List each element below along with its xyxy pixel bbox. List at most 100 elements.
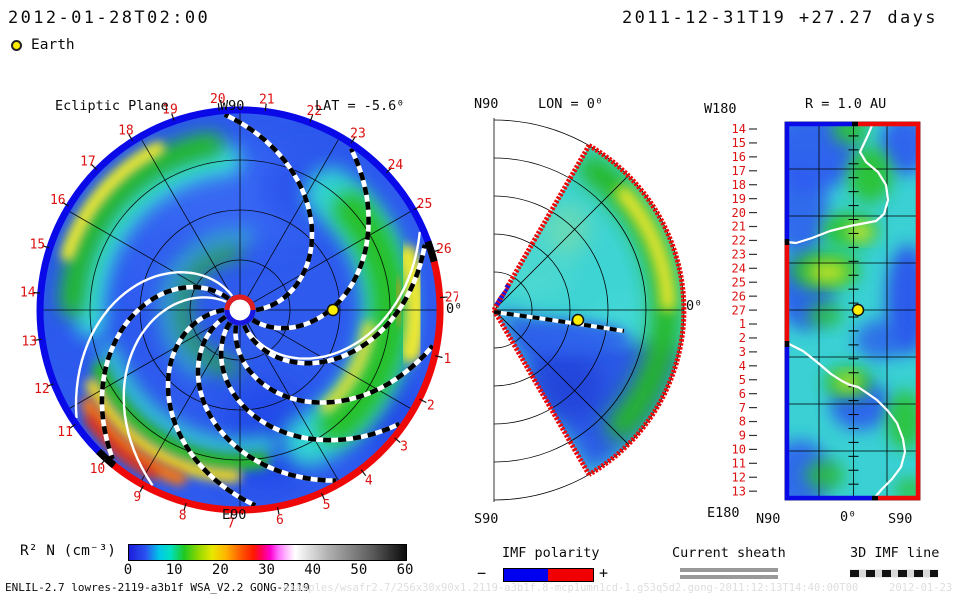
- imf-plus-label: +: [599, 564, 609, 582]
- radial-polarity-border: [784, 121, 921, 501]
- ecliptic-title: Ecliptic Plane: [55, 98, 169, 114]
- rim-negative-arc: [36, 106, 435, 462]
- imf-line-spiral: [242, 244, 428, 366]
- colorbar-units-label: R² N (cm⁻³): [20, 543, 117, 559]
- radial-day-label: 7: [739, 401, 746, 415]
- imf-polarity-swatch: [503, 568, 594, 582]
- ecliptic-day-label: 4: [365, 473, 373, 488]
- ecliptic-day-label: 2: [427, 398, 435, 413]
- ecliptic-day-label: 8: [179, 509, 187, 524]
- ecliptic-day-label: 10: [90, 462, 106, 477]
- current-timestamp: 2012-01-28T02:00: [8, 8, 211, 28]
- colorbar-tick-label: 50: [350, 562, 368, 578]
- radial-day-ticks: [848, 135, 859, 485]
- colorbar-tick-label: 0: [123, 562, 133, 578]
- colorbar-tick-label: 40: [304, 562, 322, 578]
- ecliptic-day-label: 11: [57, 425, 73, 440]
- radial-day-label: 13: [732, 484, 746, 498]
- radial-map-panel: 1415161718192021222324252627123456789101…: [732, 121, 921, 501]
- imf-polarity-legend-title: IMF polarity: [502, 545, 600, 561]
- ecliptic-day-label: 14: [20, 286, 36, 301]
- meridional-zero-label: 0⁰: [686, 298, 703, 314]
- radial-day-label: 2: [739, 331, 746, 345]
- ecliptic-day-label: 1: [443, 352, 451, 367]
- ecliptic-west-label: W90: [220, 98, 245, 114]
- earth-legend-label: Earth: [31, 37, 75, 53]
- colorbar-tick-label: 60: [396, 562, 414, 578]
- ecliptic-day-label: 25: [417, 197, 433, 212]
- current-sheet-spiral: [74, 270, 234, 419]
- radial-day-label: 27: [732, 303, 746, 317]
- current-sheet-spiral: [244, 231, 421, 360]
- imf-line-spiral: [195, 314, 337, 483]
- ecliptic-day-label: 7: [227, 516, 235, 531]
- ecliptic-zero-label: 0⁰: [446, 301, 463, 317]
- radial-bottomleft-label: E180: [707, 505, 740, 521]
- radial-day-label: 11: [732, 457, 746, 471]
- earth-imf-line: [493, 310, 625, 333]
- radial-day-label: 25: [732, 275, 746, 289]
- meridional-south-label: S90: [474, 511, 499, 527]
- ecliptic-day-label: 26: [436, 242, 452, 257]
- model-credit: ENLIL-2.7 lowres-2119-a3b1f WSA_V2.2 GON…: [5, 581, 310, 594]
- ecliptic-day-label: 21: [259, 92, 275, 107]
- current-sheet-legend-title: Current sheath: [672, 545, 786, 561]
- ecliptic-day-label: 3: [400, 439, 408, 454]
- ecliptic-day-label: 17: [80, 154, 96, 169]
- ecliptic-day-label: 27: [445, 290, 458, 305]
- ecliptic-day-label: 24: [388, 158, 404, 173]
- radial-day-label: 10: [732, 443, 746, 457]
- radial-day-label: 21: [732, 220, 746, 234]
- imf-minus-label: −: [477, 564, 487, 582]
- colorbar-tick-label: 20: [211, 562, 229, 578]
- radial-x-south-label: S90: [888, 511, 913, 527]
- ecliptic-day-label: 19: [162, 102, 178, 117]
- imf-positive-swatch: [548, 569, 593, 581]
- imf-polarity-rim: [36, 106, 444, 514]
- imf-line-spiral: [233, 325, 435, 405]
- ecliptic-east-label: E90: [222, 507, 247, 523]
- radial-day-label: 9: [739, 429, 746, 443]
- radial-day-label: 3: [739, 345, 746, 359]
- current-sheet-swatch-top: [680, 568, 778, 572]
- earth-marker-ecliptic: [326, 303, 340, 317]
- render-date-watermark: 2012-01-23: [889, 582, 953, 594]
- ecliptic-day-label: 12: [34, 382, 50, 397]
- imf-line-spiral: [251, 147, 371, 331]
- meridional-title: LON = 0⁰: [538, 96, 604, 112]
- imf-line-swatch: [850, 569, 938, 578]
- colorbar-gradient: [128, 544, 407, 561]
- earth-legend-icon: [11, 40, 22, 51]
- radial-day-label: 12: [732, 470, 746, 484]
- ecliptic-day-label: 20: [210, 92, 226, 107]
- current-sheet-swatch-bottom: [680, 575, 778, 579]
- radial-day-label: 15: [732, 136, 746, 150]
- imf-line-legend-title: 3D IMF line: [850, 545, 940, 561]
- imf-line-spiral: [218, 321, 401, 443]
- ecliptic-day-label: 16: [50, 193, 66, 208]
- radial-topleft-label: W180: [704, 101, 737, 117]
- radial-day-label: 20: [732, 206, 746, 220]
- colorbar-tick-label: 10: [165, 562, 183, 578]
- apex-current-sheet: [494, 286, 506, 301]
- radial-day-labels: 1415161718192021222324252627123456789101…: [732, 122, 757, 498]
- ecliptic-day-label: 5: [323, 498, 331, 513]
- ecliptic-day-label: 9: [133, 490, 141, 505]
- run-start-and-elapsed: 2011-12-31T19 +27.27 days: [622, 8, 938, 28]
- current-sheet-spiral: [122, 296, 227, 487]
- ecliptic-day-label: 6: [276, 513, 284, 528]
- imf-line-spiral: [99, 284, 231, 460]
- imf-line-spiral: [165, 307, 257, 508]
- radial-day-label: 8: [739, 415, 746, 429]
- current-sheet-radial: [786, 122, 907, 500]
- ecliptic-day-label: 15: [30, 238, 46, 253]
- current-sheet-lines: [74, 231, 421, 487]
- imf-negative-swatch: [504, 569, 548, 581]
- radial-day-label: 19: [732, 192, 746, 206]
- imf-line-spiral: [223, 112, 315, 313]
- radial-day-label: 6: [739, 387, 746, 401]
- colorbar-tick-label: 30: [258, 562, 275, 578]
